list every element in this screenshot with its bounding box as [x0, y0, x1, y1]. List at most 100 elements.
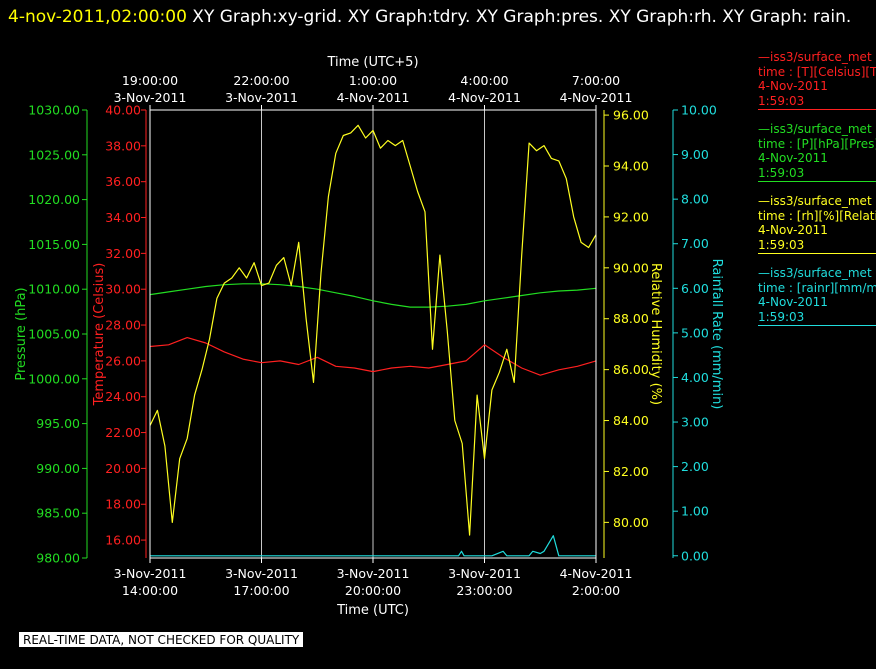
legend-line3: 4-Nov-2011 — [758, 223, 828, 237]
temperature-tick-label: 30.00 — [105, 282, 141, 297]
bottom-tick-date: 3-Nov-2011 — [114, 566, 187, 581]
rain-axis-label: Rainfall Rate (mm/min) — [709, 259, 724, 410]
temperature-tick-label: 40.00 — [105, 103, 141, 118]
temperature-tick-label: 22.00 — [105, 425, 141, 440]
temperature-tick-label: 36.00 — [105, 174, 141, 189]
rh-tick-label: 90.00 — [613, 260, 649, 275]
temperature-tick-label: 38.00 — [105, 138, 141, 153]
top-tick-time: 22:00:00 — [233, 73, 289, 88]
pressure-tick-label: 1010.00 — [28, 282, 80, 297]
legend-line2: time : [P][hPa][Pres] — [758, 136, 876, 151]
temperature-tick-label: 34.00 — [105, 210, 141, 225]
legend-line3: 4-Nov-2011 — [758, 79, 828, 93]
bottom-tick-time: 20:00:00 — [345, 583, 401, 598]
rain-tick-label: 0.00 — [681, 548, 709, 563]
legend-separator — [758, 181, 876, 182]
top-tick-time: 7:00:00 — [572, 73, 620, 88]
rh-tick-label: 86.00 — [613, 362, 649, 377]
pres-line — [149, 283, 597, 308]
legend-separator — [758, 253, 876, 254]
temperature-tick-label: 24.00 — [105, 389, 141, 404]
legend-line1: —iss3/surface_met — [758, 122, 872, 136]
graph-title: 4-nov-2011,02:00:00 XY Graph:xy-grid. XY… — [8, 3, 868, 32]
pressure-tick-label: 985.00 — [36, 506, 80, 521]
rain-tick-label: 4.00 — [681, 370, 709, 385]
grid-layer — [261, 110, 485, 558]
top-axis-label: Time (UTC+5) — [326, 55, 418, 70]
title-text: XY Graph:xy-grid. XY Graph:tdry. XY Grap… — [186, 7, 852, 27]
rh-tick-label: 80.00 — [613, 515, 649, 530]
bottom-tick-date: 3-Nov-2011 — [448, 566, 521, 581]
rh-axis-label: Relative Humidity (%) — [648, 263, 663, 405]
rain-tick-label: 5.00 — [681, 325, 709, 340]
bottom-tick-time: 23:00:00 — [456, 583, 512, 598]
rain-tick-label: 2.00 — [681, 459, 709, 474]
bottom-axis-label: Time (UTC) — [336, 603, 409, 618]
legend-line4: 1:59:03 — [758, 93, 805, 108]
rh-tick-label: 84.00 — [613, 413, 649, 428]
bottom-tick-time: 2:00:00 — [572, 583, 620, 598]
top-tick-date: 3-Nov-2011 — [114, 90, 187, 105]
rainfall-rate-line — [150, 535, 596, 557]
pressure-tick-label: 1030.00 — [28, 103, 80, 118]
temperature-tick-label: 18.00 — [105, 497, 141, 512]
bottom-tick-date: 4-Nov-2011 — [560, 566, 633, 581]
top-tick-date: 4-Nov-2011 — [560, 90, 633, 105]
temperature-tick-label: 32.00 — [105, 246, 141, 261]
rain-tick-label: 3.00 — [681, 415, 709, 430]
title-timestamp: 4-nov-2011,02:00:00 — [8, 7, 187, 27]
rain-tick-label: 7.00 — [681, 236, 709, 251]
tdry-line — [149, 337, 597, 376]
rain-tick-label: 9.00 — [681, 147, 709, 162]
pressure-tick-label: 995.00 — [36, 416, 80, 431]
rh-tick-label: 88.00 — [613, 311, 649, 326]
pressure-tick-label: 990.00 — [36, 461, 80, 476]
rain-tick-label: 10.00 — [681, 103, 717, 118]
top-tick-time: 4:00:00 — [460, 73, 508, 88]
rain-tick-label: 8.00 — [681, 192, 709, 207]
pressure-axis-label: Pressure (hPa) — [14, 287, 29, 380]
rh-tick-label: 94.00 — [613, 159, 649, 174]
top-tick-time: 19:00:00 — [122, 73, 178, 88]
pressure-tick-label: 1020.00 — [28, 192, 80, 207]
rh-tick-label: 96.00 — [613, 108, 649, 123]
rain-tick-label: 6.00 — [681, 281, 709, 296]
rain-tick-label: 1.00 — [681, 504, 709, 519]
top-tick-date: 4-Nov-2011 — [337, 90, 410, 105]
legend-line2: time : [rainr][mm/min] — [758, 280, 876, 295]
legend-line3: 4-Nov-2011 — [758, 151, 828, 165]
legend-line1: —iss3/surface_met — [758, 266, 872, 280]
top-tick-date: 3-Nov-2011 — [225, 90, 298, 105]
bottom-tick-date: 3-Nov-2011 — [225, 566, 298, 581]
quality-disclaimer: REAL-TIME DATA, NOT CHECKED FOR QUALITY — [19, 632, 304, 647]
legend-line2: time : [rh][%][Relative — [758, 208, 876, 223]
pressure-tick-label: 1005.00 — [28, 327, 80, 342]
temperature-tick-label: 26.00 — [105, 353, 141, 368]
top-tick-time: 1:00:00 — [349, 73, 397, 88]
bottom-tick-time: 17:00:00 — [233, 583, 289, 598]
legend-line1: —iss3/surface_met — [758, 194, 872, 208]
legend-line4: 1:59:03 — [758, 309, 805, 324]
legend-line3: 4-Nov-2011 — [758, 295, 828, 309]
pressure-tick-label: 1025.00 — [28, 147, 80, 162]
bottom-tick-date: 3-Nov-2011 — [337, 566, 410, 581]
rh-tick-label: 92.00 — [613, 209, 649, 224]
bottom-tick-time: 14:00:00 — [122, 583, 178, 598]
rh-tick-label: 82.00 — [613, 464, 649, 479]
axis-layer: 19:00:00 3-Nov-2011 22:00:00 3-Nov-2011 1:00… — [28, 73, 717, 598]
series-layer — [149, 124, 597, 557]
temperature-tick-label: 16.00 — [105, 533, 141, 548]
temperature-tick-label: 20.00 — [105, 461, 141, 476]
legend-separator — [758, 325, 876, 326]
legend-line4: 1:59:03 — [758, 165, 805, 180]
legend-separator — [758, 109, 876, 110]
relative-humidity-line — [149, 124, 597, 536]
legend-line1: —iss3/surface_met — [758, 50, 872, 64]
legend-entry: —iss3/surface_met time : [P][hPa][Pres] 4-… — [758, 122, 876, 182]
pressure-tick-label: 980.00 — [36, 551, 80, 566]
legend-line2: time : [T][Celsius][Tdry] — [758, 64, 876, 79]
